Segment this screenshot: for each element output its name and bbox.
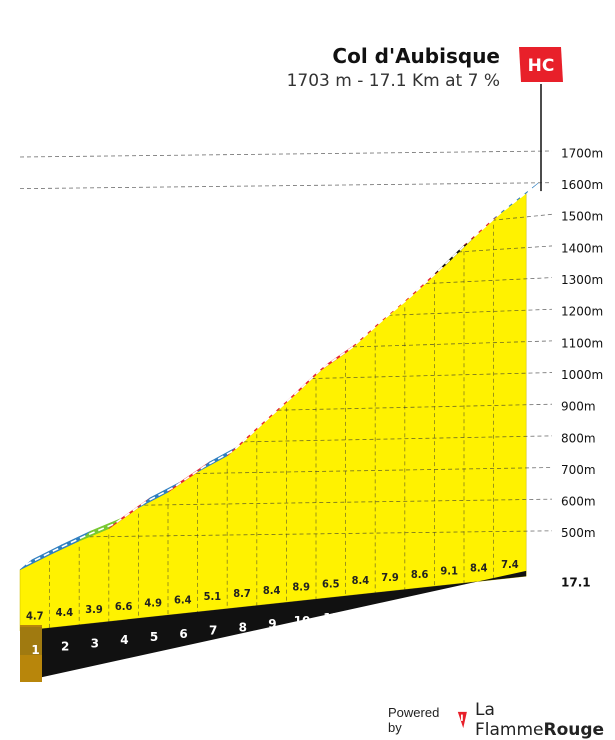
brand-link[interactable]: La FlammeRouge xyxy=(475,700,615,740)
altitude-tick-label: 1100m xyxy=(561,336,603,350)
altitude-tick-label: 800m xyxy=(561,431,596,445)
grid-line xyxy=(19,150,553,158)
gradient-label: 7.9 xyxy=(381,571,399,584)
grid-line xyxy=(196,467,553,474)
gradient-label: 8.4 xyxy=(352,574,370,587)
grid-line xyxy=(458,245,553,253)
gradient-label: 8.6 xyxy=(411,568,429,581)
altitude-tick-label: 700m xyxy=(561,463,596,477)
gradient-label: 5.1 xyxy=(204,590,222,603)
gradient-label: 4.9 xyxy=(144,597,162,610)
grid-line xyxy=(89,530,553,538)
altitude-tick-label: 1000m xyxy=(561,368,603,382)
powered-by-label: Powered by xyxy=(388,705,440,735)
distance-base xyxy=(20,570,527,682)
km-label: 13 xyxy=(382,604,399,618)
grid-line xyxy=(425,277,553,284)
altitude-tick-label: 600m xyxy=(561,495,596,509)
gradient-label: 8.9 xyxy=(292,581,310,594)
km-label: 12 xyxy=(353,608,370,622)
altitude-tick-label: 1700m xyxy=(561,146,603,160)
flame-logo-icon xyxy=(458,711,468,729)
brand-name-bold: Rouge xyxy=(543,720,605,740)
gradient-label: 6.4 xyxy=(174,593,192,606)
brand-name: La Flamme xyxy=(474,700,544,740)
chart-subtitle: 1703 m - 17.1 Km at 7 % xyxy=(286,71,500,91)
category-flag xyxy=(519,47,563,82)
gradient-label: 4.7 xyxy=(26,609,44,622)
altitude-tick-label: 1500m xyxy=(561,210,603,224)
total-distance-label: 17.1 xyxy=(561,575,591,589)
gradient-label: 8.4 xyxy=(470,561,488,574)
km-label: 4 xyxy=(120,633,128,647)
grid-line xyxy=(311,372,553,379)
km-label: 7 xyxy=(209,624,217,638)
gradient-label: 4.4 xyxy=(56,606,74,619)
gradient-label: 3.9 xyxy=(85,603,103,616)
category-flag-label: HC xyxy=(528,56,555,76)
km-label: 9 xyxy=(268,617,276,631)
km-label: 16 xyxy=(471,595,488,609)
gradient-label: 7.4 xyxy=(501,558,519,571)
grid-line xyxy=(388,308,553,316)
gradient-label: 9.1 xyxy=(440,565,458,578)
grid-line xyxy=(277,403,553,411)
grid-line xyxy=(492,213,553,221)
altitude-tick-label: 1400m xyxy=(561,241,603,255)
grid-line xyxy=(243,435,553,443)
start-block-face xyxy=(20,627,42,655)
altitude-tick-label: 1300m xyxy=(561,273,603,287)
km-label: 5 xyxy=(150,630,158,644)
altitude-tick-label: 1200m xyxy=(561,305,603,319)
gradient-label: 6.5 xyxy=(322,577,340,590)
grid-line xyxy=(19,182,553,190)
altitude-tick-label: 500m xyxy=(561,526,596,540)
km-label: 6 xyxy=(179,627,187,641)
gradient-label: 8.7 xyxy=(233,587,251,600)
ridge-center-line xyxy=(25,187,533,566)
km-label: 11 xyxy=(323,611,340,625)
altitude-tick-label: 1600m xyxy=(561,178,603,192)
km-label: 15 xyxy=(442,598,459,612)
km-label: 1 xyxy=(31,643,39,657)
grid-line xyxy=(144,498,553,506)
altitude-tick-label: 900m xyxy=(561,400,596,414)
km-label: 14 xyxy=(412,601,429,615)
footer: Powered by La FlammeRouge xyxy=(388,700,615,740)
km-label: 2 xyxy=(61,640,69,654)
km-label: 8 xyxy=(239,620,247,634)
gradient-label: 6.6 xyxy=(115,600,133,613)
km-label: 10 xyxy=(294,614,311,628)
km-label: 3 xyxy=(91,636,99,650)
grid-line xyxy=(352,340,553,348)
chart-title: Col d'Aubisque xyxy=(332,44,500,68)
gradient-label: 8.4 xyxy=(263,584,281,597)
